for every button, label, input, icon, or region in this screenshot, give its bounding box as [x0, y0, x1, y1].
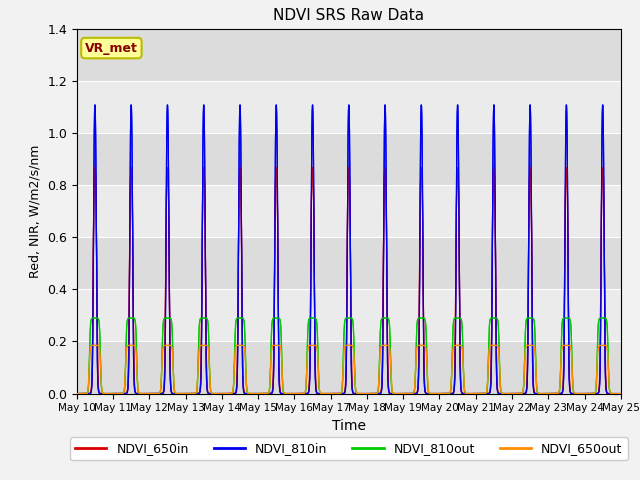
NDVI_650in: [599, 165, 607, 170]
NDVI_810in: [615, 391, 623, 396]
NDVI_810out: [276, 320, 284, 326]
Y-axis label: Red, NIR, W/m2/s/nm: Red, NIR, W/m2/s/nm: [29, 144, 42, 278]
NDVI_650out: [73, 391, 81, 396]
NDVI_650in: [184, 391, 191, 396]
NDVI_650out: [276, 344, 284, 350]
NDVI_650out: [501, 391, 509, 396]
NDVI_810in: [276, 390, 284, 396]
Line: NDVI_810in: NDVI_810in: [77, 105, 621, 394]
Line: NDVI_650in: NDVI_650in: [77, 168, 621, 394]
NDVI_810in: [184, 391, 191, 396]
Title: NDVI SRS Raw Data: NDVI SRS Raw Data: [273, 9, 424, 24]
Text: VR_met: VR_met: [85, 42, 138, 55]
NDVI_810in: [617, 391, 625, 396]
NDVI_650in: [189, 391, 197, 396]
NDVI_810in: [501, 391, 509, 396]
Bar: [77, 289, 621, 341]
NDVI_650out: [424, 382, 431, 388]
NDVI_810out: [91, 315, 99, 321]
NDVI_810out: [617, 391, 625, 396]
NDVI_810out: [73, 391, 81, 396]
Bar: [77, 133, 621, 185]
NDVI_810out: [184, 391, 191, 396]
NDVI_810in: [599, 102, 607, 108]
NDVI_650in: [615, 391, 623, 396]
NDVI_650in: [501, 391, 509, 396]
NDVI_810out: [189, 391, 197, 396]
Legend: NDVI_650in, NDVI_810in, NDVI_810out, NDVI_650out: NDVI_650in, NDVI_810in, NDVI_810out, NDV…: [70, 437, 628, 460]
Line: NDVI_650out: NDVI_650out: [77, 346, 621, 394]
X-axis label: Time: Time: [332, 419, 366, 433]
NDVI_810out: [424, 384, 431, 390]
NDVI_650out: [189, 391, 197, 396]
Bar: [77, 341, 621, 394]
Bar: [77, 185, 621, 237]
NDVI_650in: [276, 389, 284, 395]
NDVI_810out: [501, 391, 509, 396]
NDVI_650out: [91, 343, 99, 348]
NDVI_650in: [424, 391, 431, 396]
NDVI_810in: [424, 391, 431, 396]
NDVI_810out: [615, 391, 623, 396]
Bar: [77, 29, 621, 81]
NDVI_810in: [73, 391, 81, 396]
NDVI_650out: [615, 391, 623, 396]
Bar: [77, 237, 621, 289]
NDVI_650in: [73, 391, 81, 396]
Line: NDVI_810out: NDVI_810out: [77, 318, 621, 394]
NDVI_650out: [184, 391, 191, 396]
NDVI_650out: [617, 391, 625, 396]
NDVI_810in: [189, 391, 197, 396]
NDVI_650in: [617, 391, 625, 396]
Bar: [77, 81, 621, 133]
